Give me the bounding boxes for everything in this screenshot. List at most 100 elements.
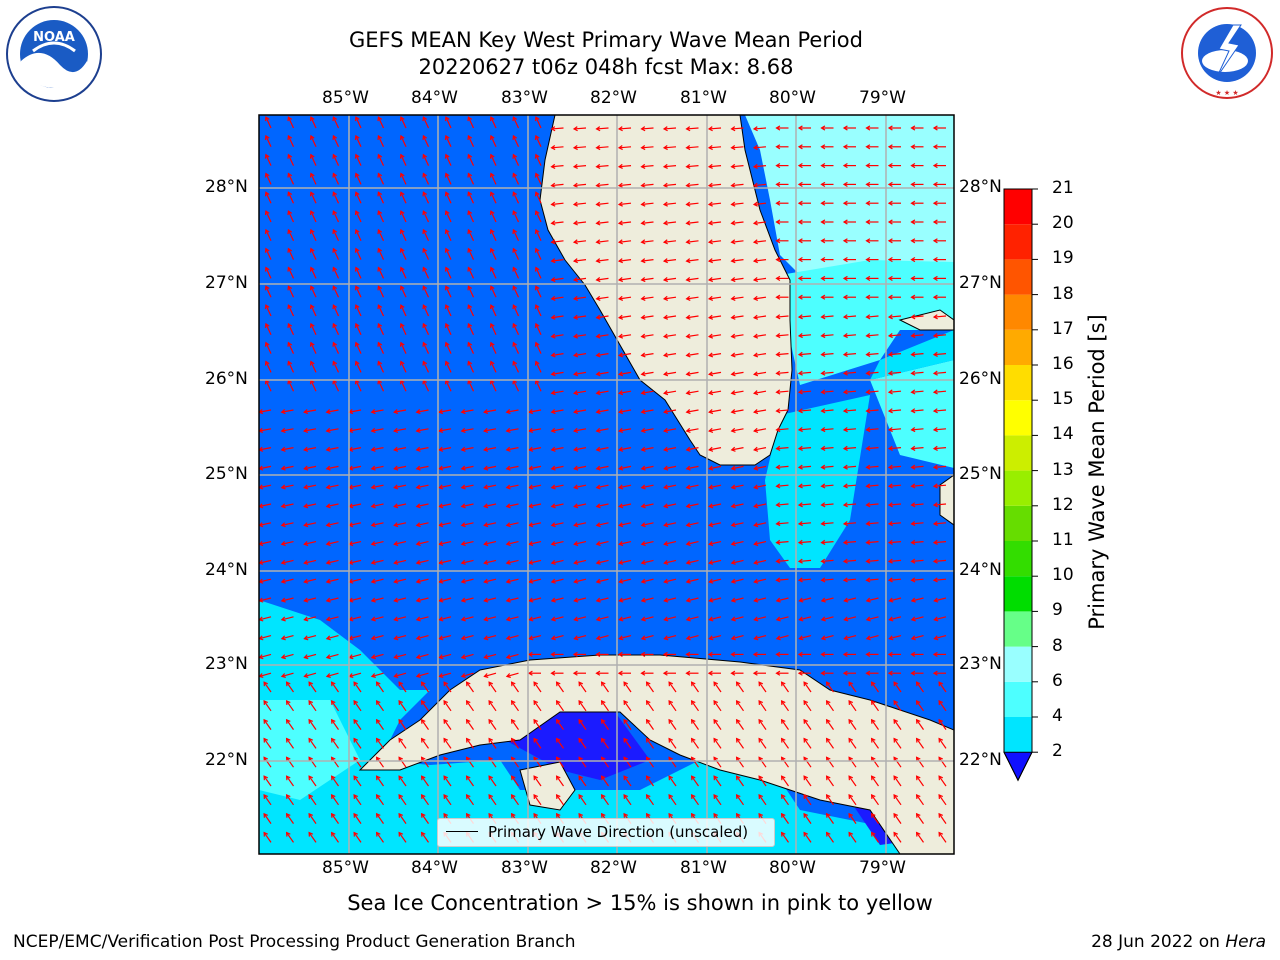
wave-arrow [281, 559, 294, 564]
wave-arrow-head [399, 266, 405, 272]
wave-arrow-head [797, 144, 803, 150]
wave-arrow [287, 361, 295, 373]
wave-arrow [445, 192, 452, 204]
wave-arrow-head [595, 597, 601, 603]
wave-arrow-head [803, 700, 809, 706]
wave-arrow-head [444, 116, 450, 122]
wave-arrow [331, 775, 339, 787]
wave-arrow [646, 719, 654, 730]
wave-arrow [709, 559, 722, 564]
wave-arrow [281, 428, 294, 432]
wave-arrow-head [775, 314, 781, 320]
wave-arrow [332, 380, 340, 392]
wave-arrow-head [753, 559, 759, 565]
wave-arrow [641, 559, 654, 564]
wave-arrow-head [685, 333, 691, 339]
wave-arrow [938, 813, 947, 824]
wave-arrow [506, 653, 519, 659]
wave-arrow [686, 277, 699, 281]
wave-arrow-head [713, 756, 719, 762]
wave-arrow-head [708, 409, 714, 415]
wave-arrow [355, 135, 362, 148]
wave-arrow [709, 334, 722, 338]
wave-arrow-head [618, 541, 624, 547]
wave-arrow-head [663, 616, 669, 622]
wave-arrow [400, 229, 407, 242]
wave-arrow [331, 757, 339, 768]
wave-arrow-head [640, 390, 646, 396]
wave-arrow-head [820, 370, 826, 376]
wave-arrow [394, 447, 407, 451]
wave-arrow [664, 296, 677, 300]
wave-arrow-head [730, 333, 736, 339]
colorbar-segment [1004, 505, 1032, 541]
wave-arrow-head [820, 464, 826, 470]
wave-arrow [758, 757, 767, 768]
wave-arrow [668, 738, 677, 749]
wave-arrow [843, 447, 857, 450]
wave-arrow [281, 653, 294, 659]
wave-arrow [484, 672, 497, 677]
wave-arrow [893, 681, 902, 693]
wave-arrow [259, 522, 272, 526]
wave-arrow [911, 353, 924, 356]
wave-arrow [326, 578, 339, 583]
plot-frame [258, 114, 955, 855]
wave-arrow-head [618, 390, 624, 396]
wave-arrow [466, 775, 474, 787]
wave-arrow-head [640, 258, 646, 264]
wave-arrow [848, 794, 857, 806]
wave-arrow-head [393, 409, 399, 415]
wave-arrow-head [467, 153, 473, 159]
wave-arrow-head [780, 737, 786, 743]
wave-arrow-head [399, 341, 405, 347]
wave-arrow [623, 757, 632, 768]
wave-arrow [286, 757, 294, 768]
wave-arrow-head [820, 238, 826, 244]
wave-arrow [574, 616, 587, 621]
colorbar-tick-label: 12 [1052, 494, 1074, 515]
wave-arrow-head [309, 134, 315, 140]
wave-arrow [421, 794, 429, 806]
wave-arrow [619, 484, 632, 489]
wave-arrow-head [534, 134, 540, 140]
wave-arrow [844, 616, 857, 621]
wave-arrow [310, 286, 317, 298]
wave-arrow [933, 428, 947, 431]
wave-arrow [400, 173, 407, 185]
wave-arrow [776, 635, 789, 640]
wave-arrow-head [353, 812, 359, 818]
wave-arrow [326, 503, 339, 508]
wave-arrow [439, 484, 452, 489]
wave-arrow-head [910, 464, 916, 470]
wave-arrow-head [803, 794, 809, 800]
wave-arrow [377, 342, 385, 354]
wave-arrow-head [595, 670, 601, 676]
wave-arrow [551, 371, 564, 375]
wave-arrow [798, 541, 812, 544]
wave-arrow-head [623, 775, 629, 781]
wave-arrow [286, 794, 294, 806]
wave-arrow [551, 578, 564, 583]
wave-arrow-head [758, 718, 764, 724]
wave-arrow-head [617, 126, 623, 132]
wave-arrow-head [662, 163, 668, 169]
wave-arrow [821, 635, 834, 640]
wave-arrow-head [370, 597, 376, 603]
wave-arrow-head [730, 295, 736, 301]
wave-arrow [400, 192, 407, 204]
wave-arrow [287, 267, 295, 279]
wave-arrow [641, 390, 654, 394]
wave-arrow-head [354, 116, 360, 122]
wave-arrow-head [842, 483, 848, 489]
wave-arrow [400, 116, 407, 129]
wave-arrow-head [483, 559, 489, 565]
wave-arrow-head [775, 539, 781, 545]
wave-arrow-head [685, 559, 691, 565]
wave-arrow-head [533, 718, 539, 724]
wave-arrow [310, 342, 317, 354]
wave-arrow-head [393, 635, 399, 641]
wave-arrow [349, 447, 362, 451]
wave-arrow [686, 221, 699, 224]
wave-arrow-head [550, 314, 556, 320]
